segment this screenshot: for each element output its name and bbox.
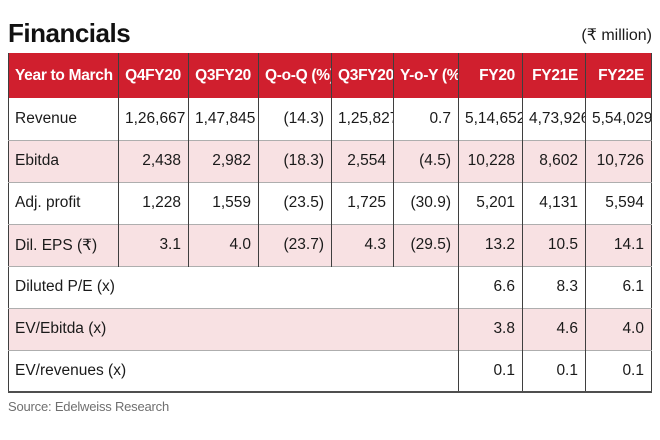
cell: 0.1 xyxy=(458,349,523,392)
cell: (23.5) xyxy=(258,181,332,224)
header-bar: Financials (₹ million) xyxy=(8,6,652,48)
cell: (14.3) xyxy=(258,98,332,140)
table-row-diluted-pe: Diluted P/E (x) 6.6 8.3 6.1 xyxy=(8,265,652,308)
row-label: Adj. profit xyxy=(8,181,119,224)
cell: 4.3 xyxy=(331,223,394,266)
header-cell-fy22e: FY22E xyxy=(585,53,652,98)
cell: (30.9) xyxy=(393,181,459,224)
cell: 3.8 xyxy=(458,307,523,350)
cell: (4.5) xyxy=(393,139,459,182)
table-row-ev-revenues: EV/revenues (x) 0.1 0.1 0.1 xyxy=(8,349,652,392)
cell: 1,47,845 xyxy=(188,98,259,140)
cell: 5,54,029 xyxy=(585,98,652,140)
cell: 1,26,667 xyxy=(118,98,189,140)
table-header-row: Year to March Q4FY20 Q3FY20 Q-o-Q (%) Q3… xyxy=(8,53,652,98)
cell: 0.1 xyxy=(522,349,586,392)
cell: 3.1 xyxy=(118,223,189,266)
table-row-ebitda: Ebitda 2,438 2,982 (18.3) 2,554 (4.5) 10… xyxy=(8,139,652,182)
header-cell-fy20: FY20 xyxy=(458,53,523,98)
cell: (29.5) xyxy=(393,223,459,266)
cell: 0.7 xyxy=(393,98,459,140)
cell: (18.3) xyxy=(258,139,332,182)
header-cell-q4fy20: Q4FY20 xyxy=(118,53,189,98)
cell: 1,725 xyxy=(331,181,394,224)
cell: 2,982 xyxy=(188,139,259,182)
row-label: EV/revenues (x) xyxy=(8,349,459,392)
table-row-adj-profit: Adj. profit 1,228 1,559 (23.5) 1,725 (30… xyxy=(8,181,652,224)
cell: 14.1 xyxy=(585,223,652,266)
table-row-ev-ebitda: EV/Ebitda (x) 3.8 4.6 4.0 xyxy=(8,307,652,350)
row-label: Revenue xyxy=(15,109,78,127)
row-label: Diluted P/E (x) xyxy=(8,265,459,308)
cell: 4.0 xyxy=(188,223,259,266)
cell: 13.2 xyxy=(458,223,523,266)
cell: 1,228 xyxy=(118,181,189,224)
row-label: EV/Ebitda (x) xyxy=(8,307,459,350)
row-label: Dil. EPS (₹) xyxy=(8,223,119,266)
cell: 0.1 xyxy=(585,349,652,392)
header-cell-q3fy20: Q3FY20 xyxy=(188,53,259,98)
header-cell-fy21e: FY21E xyxy=(522,53,586,98)
cell: 4,131 xyxy=(522,181,586,224)
cell: 1,25,827 xyxy=(331,98,394,140)
cell: 5,594 xyxy=(585,181,652,224)
unit-label: (₹ million) xyxy=(581,27,652,44)
cell: 8,602 xyxy=(522,139,586,182)
cell: 8.3 xyxy=(522,265,586,308)
cell: 6.1 xyxy=(585,265,652,308)
page-title: Financials xyxy=(8,18,131,49)
cell: 4,73,926 xyxy=(522,98,586,140)
cell: 4.0 xyxy=(585,307,652,350)
table-row-revenue: Revenue 1,26,667 1,47,845 (14.3) 1,25,82… xyxy=(9,98,652,140)
cell: 4.6 xyxy=(522,307,586,350)
cell: 5,201 xyxy=(458,181,523,224)
cell: 10,726 xyxy=(585,139,652,182)
financials-table: Year to March Q4FY20 Q3FY20 Q-o-Q (%) Q3… xyxy=(8,53,652,393)
header-cell-qoq: Q-o-Q (%) xyxy=(258,53,332,98)
header-cell-q3fy20-yoy-base: Q3FY20 xyxy=(331,53,394,98)
cell: 2,554 xyxy=(331,139,394,182)
row-label: Ebitda xyxy=(8,139,119,182)
cell: (23.7) xyxy=(258,223,332,266)
table-row-dil-eps: Dil. EPS (₹) 3.1 4.0 (23.7) 4.3 (29.5) 1… xyxy=(8,223,652,266)
cell: 5,14,652 xyxy=(458,98,523,140)
header-cell-year-to-march: Year to March xyxy=(8,53,119,98)
source-note: Source: Edelweiss Research xyxy=(8,399,169,414)
cell: 10,228 xyxy=(458,139,523,182)
cell: 2,438 xyxy=(118,139,189,182)
cell: 1,559 xyxy=(188,181,259,224)
header-cell-yoy: Y-o-Y (%) xyxy=(393,53,459,98)
cell: 6.6 xyxy=(458,265,523,308)
cell: 10.5 xyxy=(522,223,586,266)
